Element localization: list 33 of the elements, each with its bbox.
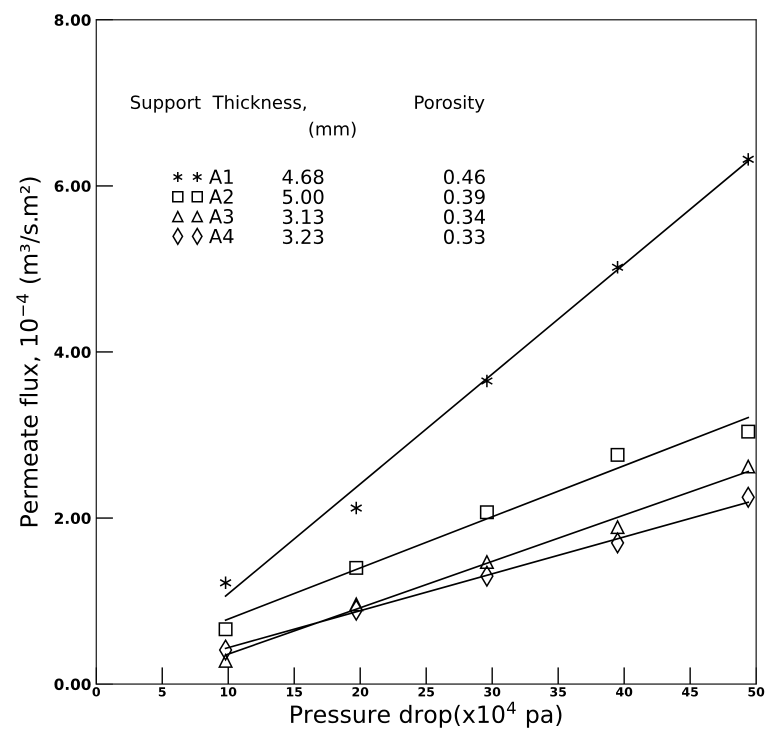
x-tick-label: 50 [748, 687, 764, 697]
annotation: 4.68 [282, 169, 324, 184]
annotation: 0.34 [444, 209, 485, 224]
x-tick-label: 5 [158, 687, 166, 697]
annotation: 0.39 [444, 189, 485, 204]
x-tick-label: 45 [682, 687, 698, 697]
y-axis-title: Permeate flux, 10$^{−4}$ (m³/s.m²) [16, 178, 41, 526]
x-tick-label: 30 [484, 687, 500, 697]
y-tick-label: 4.00 [54, 346, 91, 358]
annotation: (mm) [309, 122, 356, 138]
x-axis-title: Pressure drop(x10$^{4}$ pa) [291, 702, 562, 728]
annotation: 3.23 [282, 229, 324, 244]
x-tick-label: 20 [352, 687, 368, 697]
legend-label: A1 [209, 170, 233, 184]
annotation: 3.13 [282, 209, 324, 224]
annotation: 0.46 [444, 169, 485, 184]
annotation: 0.33 [444, 229, 484, 244]
legend-label: A3 [209, 208, 234, 224]
x-tick-label: 35 [550, 687, 566, 697]
y-tick-label: 8.00 [54, 14, 91, 26]
y-tick-label: 6.00 [54, 180, 91, 192]
legend-label: A4 [209, 229, 234, 244]
x-tick-label: 25 [418, 687, 434, 697]
annotation: 5.00 [282, 189, 324, 204]
annotation: Support Thickness, [130, 95, 306, 113]
x-tick-label: 10 [220, 687, 236, 697]
annotation: Porosity [415, 95, 484, 113]
x-tick-label: 15 [286, 687, 302, 697]
y-tick-label: 2.00 [54, 512, 91, 524]
x-tick-label: 0 [92, 687, 100, 697]
legend-label: A2 [209, 189, 233, 204]
y-tick-label: 0.00 [54, 678, 91, 690]
x-tick-label: 40 [616, 687, 632, 697]
